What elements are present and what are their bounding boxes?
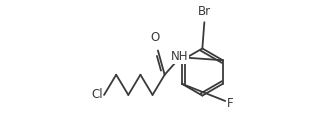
Text: O: O: [151, 31, 160, 44]
Text: Br: Br: [198, 4, 211, 18]
Text: NH: NH: [171, 50, 188, 63]
Text: Cl: Cl: [91, 88, 103, 101]
Text: F: F: [227, 97, 234, 110]
